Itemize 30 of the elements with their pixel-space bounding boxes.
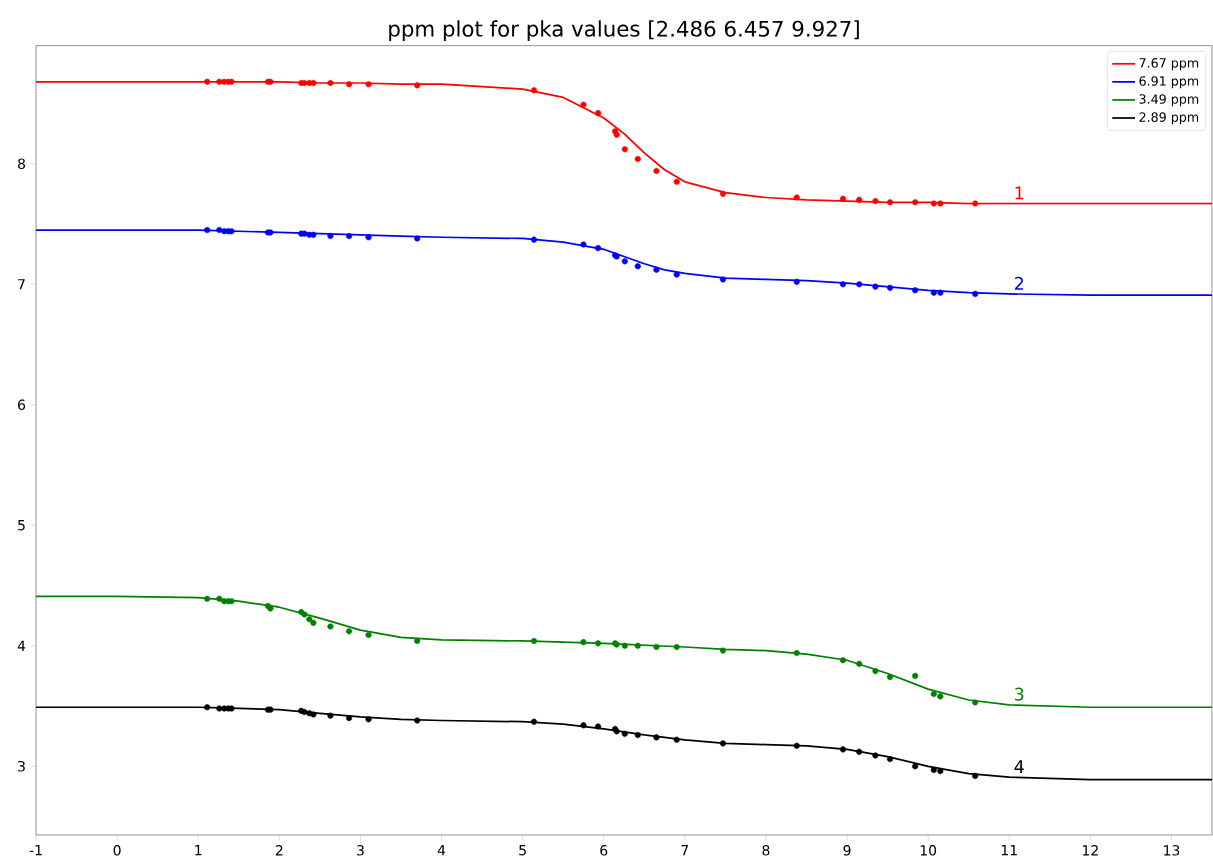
x-tick-label: 3 [357,845,364,856]
legend-label: 6.91 ppm [1139,76,1199,89]
y-tick-label: 8 [18,158,26,170]
x-tick-label: 9 [843,845,851,856]
x-tick-label: 8 [762,845,770,856]
x-tick-label: -1 [29,845,42,856]
x-tick-label: 2 [275,845,283,856]
x-tick-label: 10 [920,845,937,856]
annotation: 4 [1014,760,1024,773]
legend-label: 7.67 ppm [1139,58,1199,71]
x-tick-label: 6 [600,845,608,856]
y-tick-label: 6 [18,399,26,411]
x-tick-label: 5 [519,845,526,856]
x-tick-label: 12 [1082,845,1098,856]
x-tick-label: 11 [1001,845,1017,856]
y-tick-label: 7 [18,279,25,290]
annotation: 3 [1015,687,1024,701]
annotation: 1 [1015,186,1024,200]
x-tick-label: 4 [437,845,446,856]
y-tick-label: 5 [18,520,25,531]
legend-label: 3.49 ppm [1139,94,1199,107]
x-tick-label: 7 [681,845,689,856]
x-tick-label: 13 [1164,845,1180,856]
x-tick-label: 1 [195,845,202,856]
y-tick-label: 4 [17,640,26,651]
legend-label: 2.89 ppm [1139,112,1199,125]
x-tick-label: 0 [113,845,121,856]
chart-title: ppm plot for pka values [2.486 6.457 9.927] [389,20,859,41]
y-tick-label: 3 [18,761,25,772]
annotation: 2 [1014,276,1023,290]
